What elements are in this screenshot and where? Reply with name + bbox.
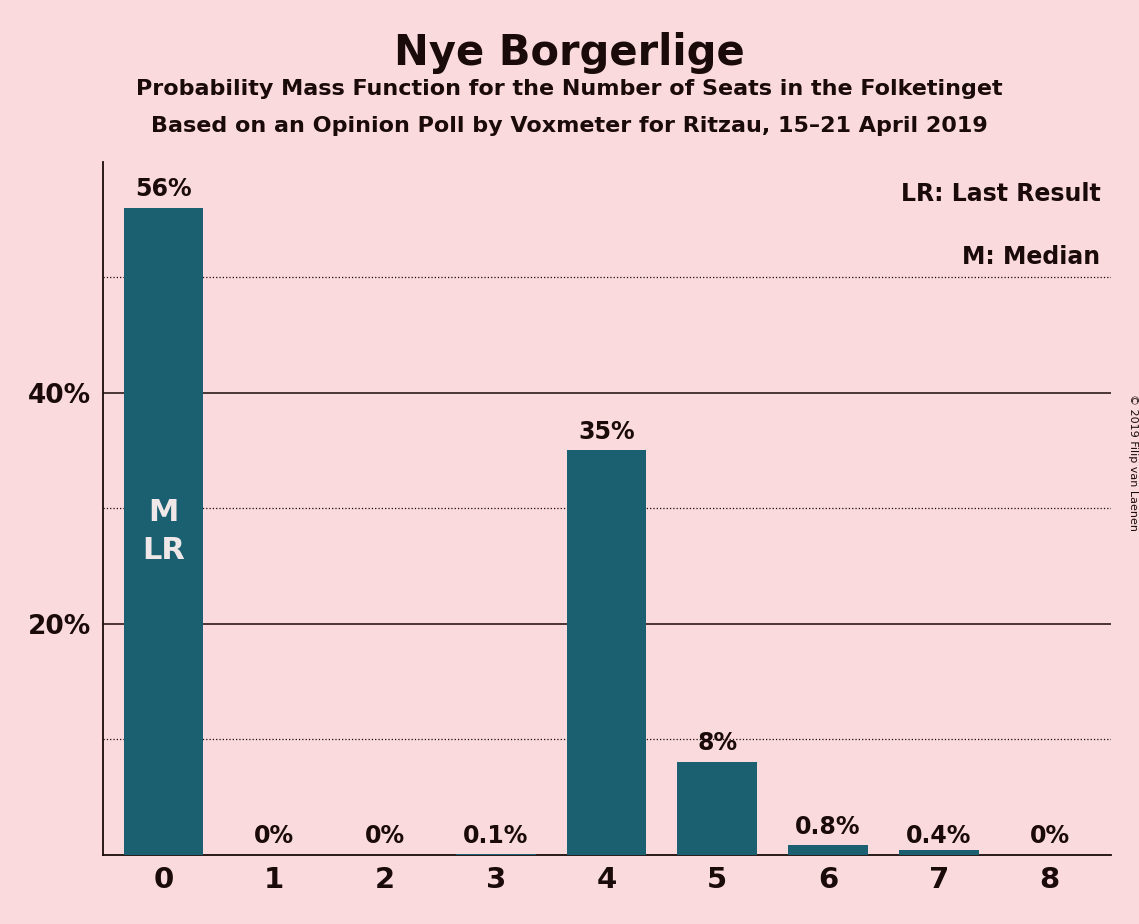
- Text: 56%: 56%: [136, 177, 191, 201]
- Text: 0.1%: 0.1%: [464, 824, 528, 848]
- Bar: [678, 762, 757, 855]
- Text: 0.4%: 0.4%: [907, 824, 972, 848]
- Text: LR: Last Result: LR: Last Result: [901, 183, 1100, 206]
- Text: 35%: 35%: [579, 419, 634, 444]
- Text: Based on an Opinion Poll by Voxmeter for Ritzau, 15–21 April 2019: Based on an Opinion Poll by Voxmeter for…: [151, 116, 988, 136]
- Text: M
LR: M LR: [142, 498, 185, 565]
- Text: 0%: 0%: [254, 824, 294, 848]
- Text: M: Median: M: Median: [962, 245, 1100, 269]
- Text: © 2019 Filip van Laenen: © 2019 Filip van Laenen: [1129, 394, 1138, 530]
- Bar: [123, 208, 203, 855]
- Text: 0%: 0%: [364, 824, 405, 848]
- Bar: [566, 451, 647, 855]
- Text: 8%: 8%: [697, 732, 737, 756]
- Text: 0.8%: 0.8%: [795, 815, 861, 839]
- Text: 0%: 0%: [1030, 824, 1070, 848]
- Bar: [899, 850, 978, 855]
- Bar: [456, 854, 535, 855]
- Text: Nye Borgerlige: Nye Borgerlige: [394, 32, 745, 74]
- Bar: [788, 845, 868, 855]
- Text: Probability Mass Function for the Number of Seats in the Folketinget: Probability Mass Function for the Number…: [137, 79, 1002, 99]
